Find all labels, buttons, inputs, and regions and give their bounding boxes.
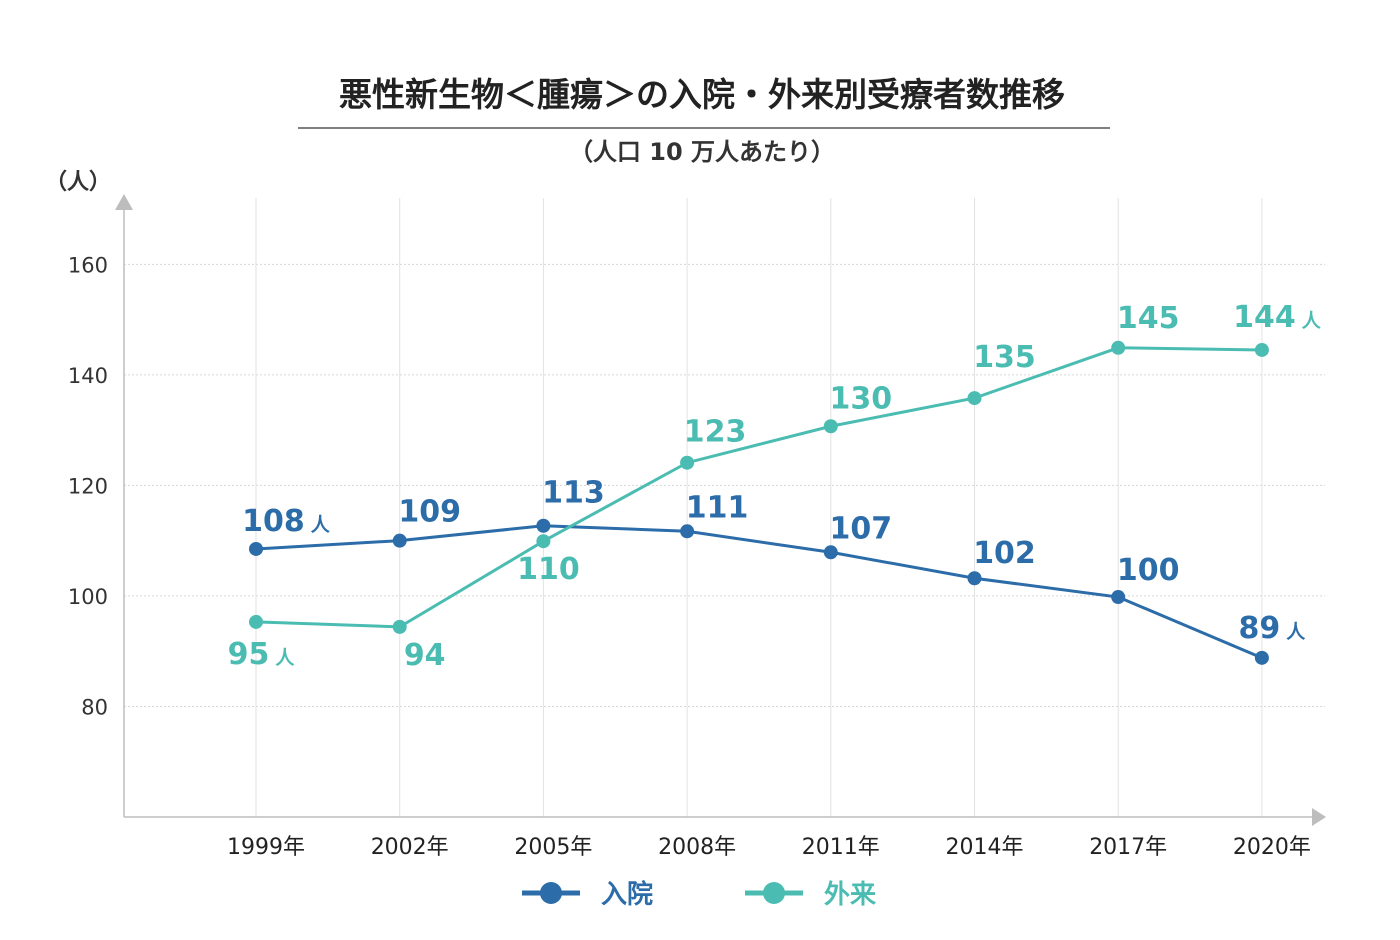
data-point (1111, 340, 1126, 355)
data-point (1254, 342, 1269, 357)
data-point (967, 571, 982, 586)
legend-item-outpatient: 外来 (745, 880, 877, 910)
y-axis-label: （人） (45, 170, 111, 195)
x-tick-label: 2017年 (1089, 835, 1167, 860)
data-label: 108 人 (242, 504, 331, 539)
data-label: 130 (829, 381, 892, 416)
legend: 入院 外来 (522, 879, 877, 910)
legend-item-inpatient: 入院 (522, 879, 653, 910)
data-label: 100 (1117, 553, 1180, 588)
x-tick-label: 2005年 (514, 835, 592, 860)
data-label: 110 (517, 552, 580, 587)
legend-swatch-dot (540, 882, 562, 904)
data-point (536, 534, 551, 549)
data-label: 123 (684, 415, 747, 450)
legend-label: 入院 (601, 879, 653, 910)
data-point (823, 419, 838, 434)
y-tick-label: 100 (68, 585, 108, 609)
x-tick-label: 2011年 (802, 835, 880, 860)
data-point (392, 533, 407, 548)
data-label: 135 (973, 340, 1036, 375)
data-label: 107 (829, 511, 892, 546)
axis-layer: 80 100 120 140 160 1999年 2002年 2005年 2008年 2011年 2… (68, 194, 1326, 860)
series-line-outpatient (255, 346, 1262, 629)
x-tick-label: 2014年 (946, 835, 1024, 860)
data-label: 109 (398, 495, 461, 530)
x-tick-label: 2008年 (658, 835, 736, 860)
data-label: 95 人 (228, 637, 296, 672)
data-point (680, 455, 695, 470)
x-tick-label: 1999年 (227, 835, 305, 860)
data-label: 102 (973, 536, 1036, 571)
data-label: 144 人 (1233, 300, 1322, 335)
data-point (1254, 650, 1269, 665)
data-label: 111 (686, 490, 749, 525)
data-label: 94 (404, 638, 446, 673)
x-tick-label: 2020年 (1233, 835, 1311, 860)
data-point (392, 619, 407, 634)
data-point (249, 614, 263, 629)
y-tick-label: 140 (68, 364, 108, 388)
legend-label: 外来 (824, 880, 877, 910)
y-tick-label: 120 (68, 474, 108, 498)
data-label: 89 人 (1239, 611, 1307, 646)
data-point (680, 524, 695, 539)
data-label: 113 (542, 476, 605, 511)
series-layer (249, 340, 1269, 665)
grid-layer (124, 198, 1325, 817)
data-point (1111, 590, 1126, 605)
legend-swatch-dot (763, 882, 785, 904)
data-point (967, 391, 982, 406)
data-label: 145 (1117, 301, 1180, 336)
y-tick-label: 80 (81, 695, 108, 719)
data-point (249, 541, 263, 556)
x-axis-arrow (1312, 808, 1326, 826)
data-point (823, 545, 838, 560)
y-axis-arrow (115, 194, 133, 210)
x-tick-label: 2002年 (371, 835, 449, 860)
y-tick-label: 160 (68, 253, 108, 277)
chart-title: 悪性新生物＜腫瘍＞の入院・外来別受療者数推移 (339, 75, 1065, 114)
data-point (536, 518, 551, 533)
data-label-layer: 108 人 109 113 111 107 102 100 89 人 95 人 94 110 123 130 1… (228, 300, 1322, 673)
series-line-inpatient (255, 524, 1263, 660)
chart-subtitle: （人口 10 万人あたり） (569, 138, 835, 166)
